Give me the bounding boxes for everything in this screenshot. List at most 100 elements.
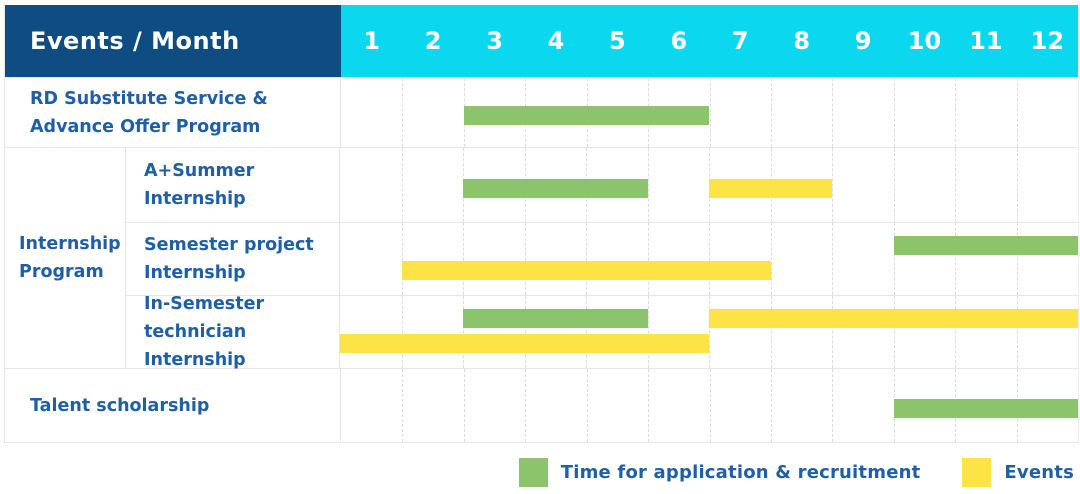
label-line: Talent scholarship [30, 395, 210, 416]
month-gridline [401, 223, 403, 295]
month-gridline [402, 369, 404, 442]
gantt-bar-green [893, 236, 1078, 255]
month-header-cell: 5 [609, 27, 626, 55]
month-gridline [955, 296, 956, 368]
table-row: Semester project Internship [126, 222, 1078, 295]
month-header-cell: 7 [731, 27, 749, 55]
gantt-bar-yellow [709, 178, 832, 198]
month-gridline [647, 223, 649, 295]
month-gridline [955, 223, 956, 295]
row-label: Talent scholarship [5, 369, 341, 442]
month-gridline [525, 369, 527, 442]
month-gridline [893, 148, 895, 222]
gantt-bar-green [463, 309, 648, 328]
month-gridline [647, 148, 649, 222]
gantt-bar-yellow [340, 334, 709, 353]
label-line: Advance Offer Program [30, 116, 261, 137]
month-header-cell: 11 [969, 27, 1003, 55]
gantt-bar-green [463, 178, 648, 198]
month-gridline [401, 296, 403, 368]
gantt-bar-green [463, 105, 710, 125]
month-gridline [832, 369, 834, 442]
month-gridline [770, 223, 772, 295]
label-line: RD Substitute Service & [30, 88, 268, 109]
month-gridline [832, 148, 833, 222]
legend-label: Events [1004, 462, 1074, 483]
month-gridline [709, 223, 710, 295]
label-line: technician Internship [144, 322, 247, 370]
gantt-bar-green [893, 399, 1078, 419]
month-gridline [1016, 223, 1018, 295]
month-gridline [463, 369, 465, 442]
label-line: Internship [144, 189, 246, 209]
month-gridline [1016, 78, 1018, 147]
legend: Time for application & recruitment Events [518, 458, 1074, 487]
month-header-cell: 6 [670, 27, 688, 55]
row-label: Semester project Internship [126, 223, 340, 295]
chart-area [340, 223, 1078, 295]
label-line: Semester project [144, 235, 314, 255]
month-gridline [709, 296, 710, 368]
chart-area [341, 78, 1078, 147]
month-header: 1 2 3 4 5 6 7 8 9 10 11 12 [341, 5, 1078, 77]
month-gridline [524, 223, 526, 295]
row-label: RD Substitute Service & Advance Offer Pro… [5, 78, 341, 147]
month-gridline [463, 296, 464, 368]
table-row: Talent scholarship [5, 368, 1078, 442]
group-label: Internship Program [5, 148, 126, 368]
month-gridline [770, 78, 772, 147]
label-line: Program [19, 262, 104, 282]
legend-swatch-green [518, 458, 548, 487]
row-label: A+Summer Internship [126, 148, 340, 222]
table-header-row: Events / Month 1 2 3 4 5 6 7 8 9 10 11 12 [5, 5, 1078, 77]
month-header-cell: 3 [486, 27, 503, 55]
label-line: A+Summer [144, 161, 255, 181]
month-gridline [955, 148, 956, 222]
month-gridline [770, 296, 772, 368]
month-gridline [709, 78, 711, 147]
month-gridline [586, 296, 587, 368]
group-rows: A+Summer Internship Semester project Intern… [126, 148, 1078, 370]
table-row: A+Summer Internship [126, 148, 1078, 222]
month-gridline [586, 223, 587, 295]
month-header-cell: 12 [1030, 27, 1065, 55]
month-header-cell: 10 [907, 27, 942, 55]
month-gridline [402, 78, 404, 147]
month-gridline [1016, 296, 1018, 368]
table-row: RD Substitute Service & Advance Offer Pro… [5, 77, 1078, 147]
legend-item-green: Time for application & recruitment [518, 458, 921, 487]
schedule-table: Events / Month 1 2 3 4 5 6 7 8 9 10 11 12 RD Substi… [4, 5, 1079, 443]
month-gridline [648, 369, 650, 442]
table-row: In-Semester technician Internship [126, 294, 1078, 370]
month-gridline [893, 223, 895, 295]
legend-item-yellow: Events [962, 458, 1074, 487]
month-gridline [832, 78, 834, 147]
month-gridline [832, 223, 833, 295]
month-gridline [893, 296, 895, 368]
month-gridline [463, 223, 464, 295]
month-gridline [586, 369, 588, 442]
chart-area [341, 369, 1078, 442]
month-gridline [401, 148, 403, 222]
legend-swatch-yellow [962, 458, 992, 487]
gantt-bar-yellow [401, 261, 771, 280]
row-label: In-Semester technician Internship [126, 294, 340, 370]
month-gridline [1016, 148, 1018, 222]
month-header-cell: 4 [547, 27, 565, 55]
month-gridline [524, 296, 526, 368]
month-header-cell: 9 [854, 27, 872, 55]
month-gridline [770, 369, 772, 442]
month-gridline [832, 296, 833, 368]
month-gridline [893, 78, 895, 147]
gantt-bar-yellow [709, 309, 1078, 328]
chart-area [340, 296, 1078, 368]
row-group: Internship Program A+Summer Internship Semes… [5, 147, 1078, 370]
events-month-header-cell: Events / Month [5, 5, 341, 77]
label-line: Internship [144, 263, 246, 283]
month-gridline [955, 78, 957, 147]
label-line: Internship [19, 234, 121, 254]
legend-label: Time for application & recruitment [560, 462, 921, 483]
month-header-cell: 1 [363, 27, 381, 55]
month-gridline [647, 296, 649, 368]
label-line: In-Semester [144, 294, 265, 314]
